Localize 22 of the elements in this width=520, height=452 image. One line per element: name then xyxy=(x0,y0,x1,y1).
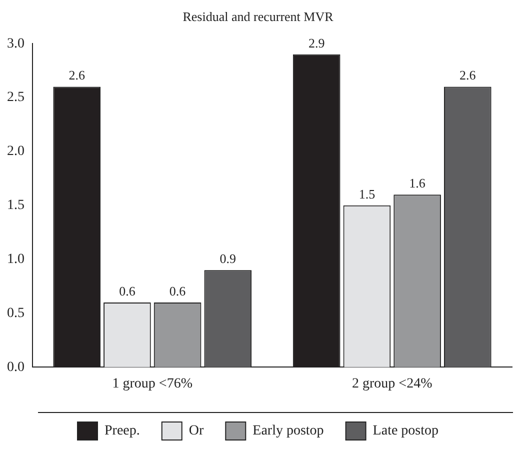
legend-label: Late postop xyxy=(372,424,439,439)
x-tick-label: 1 group <76% xyxy=(112,376,193,392)
data-label: 0.9 xyxy=(220,251,236,266)
data-label: 0.6 xyxy=(169,283,186,298)
y-tick-label: 0.0 xyxy=(7,360,24,375)
y-tick-label: 0.5 xyxy=(7,306,24,321)
data-label: 2.9 xyxy=(308,35,325,50)
data-label: 2.6 xyxy=(68,68,86,83)
data-label: 2.6 xyxy=(460,68,476,83)
legend-label: Early postop xyxy=(252,424,324,439)
y-tick-label: 3.0 xyxy=(7,36,24,52)
y-tick-label: 2.0 xyxy=(7,144,24,160)
chart-title: Residual and recurrent MVR xyxy=(182,9,334,24)
legend-label: Or xyxy=(188,424,204,439)
legend-label: Preep. xyxy=(104,424,140,439)
x-tick-label: 2 group <24% xyxy=(352,376,433,392)
y-tick-label: 1.0 xyxy=(7,252,24,268)
data-label: 1.6 xyxy=(409,176,426,191)
data-label: 1.5 xyxy=(358,186,376,202)
y-tick-label: 2.5 xyxy=(7,90,24,106)
data-label: 0.6 xyxy=(119,283,136,298)
y-tick-label: 1.5 xyxy=(7,198,24,214)
